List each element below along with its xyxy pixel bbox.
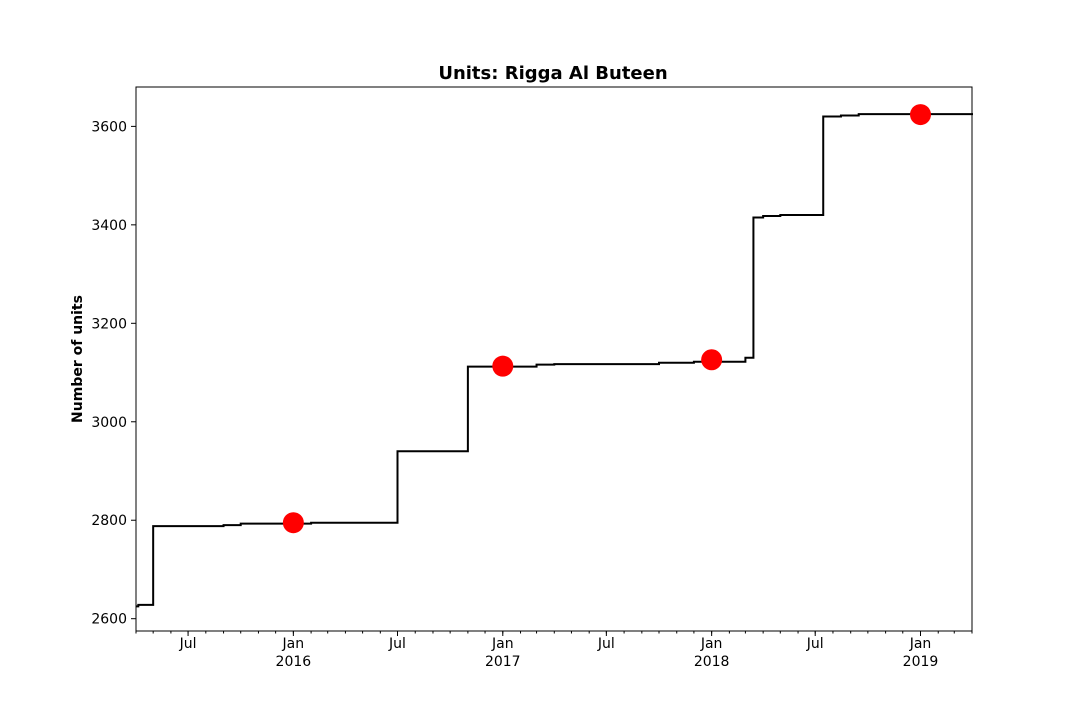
x-tick-year-label-3: 2017	[485, 654, 521, 670]
y-tick-label-4: 3400	[91, 218, 127, 234]
y-tick-label-0: 2600	[91, 612, 127, 628]
plot-area	[136, 104, 973, 608]
x-tick-label-5: Jan	[700, 636, 723, 652]
x-tick-label-4: Jul	[597, 636, 615, 652]
x-tick-year-label-1: 2016	[276, 654, 312, 670]
x-tick-label-6: Jul	[806, 636, 824, 652]
marker-point-1	[492, 355, 514, 377]
x-tick-year-label-5: 2018	[694, 654, 730, 670]
marker-point-2	[701, 349, 723, 371]
marker-point-3	[910, 104, 931, 126]
y-tick-label-5: 3600	[91, 119, 127, 135]
axes: 2600 2800 3000 3200 3400 3600 Jul Jan 2016 Jul Jan…	[91, 119, 973, 670]
series-line-0	[136, 113, 973, 608]
y-tick-label-2: 3000	[91, 415, 127, 431]
x-tick-label-1: Jan	[282, 636, 305, 652]
plot-frame	[135, 86, 973, 632]
y-tick-label-3: 3200	[91, 316, 127, 332]
y-axis-label: Number of units	[70, 295, 86, 423]
marker-point-0	[282, 512, 304, 534]
y-tick-label-1: 2800	[91, 513, 127, 529]
x-tick-year-label-7: 2019	[903, 654, 939, 670]
x-tick-label-7: Jan	[909, 636, 932, 652]
chart-title: Units: Rigga Al Buteen	[438, 63, 667, 84]
x-tick-label-2: Jul	[388, 636, 406, 652]
x-tick-label-3: Jan	[491, 636, 514, 652]
x-tick-label-0: Jul	[179, 636, 197, 652]
